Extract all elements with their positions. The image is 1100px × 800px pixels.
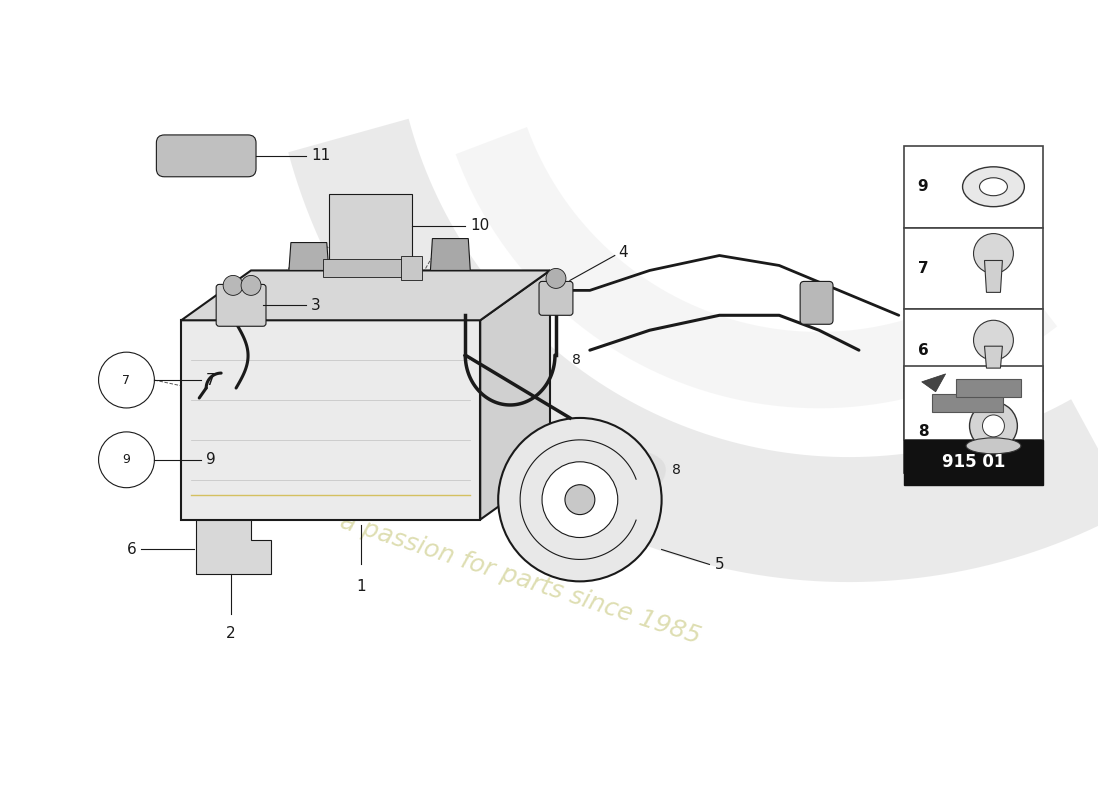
Circle shape: [969, 402, 1018, 450]
Text: 7: 7: [122, 374, 131, 386]
Circle shape: [974, 234, 1013, 274]
Text: 8: 8: [917, 424, 928, 439]
Circle shape: [974, 320, 1013, 360]
Polygon shape: [182, 320, 481, 519]
Polygon shape: [984, 346, 1002, 368]
Polygon shape: [904, 310, 1043, 391]
Text: res: res: [451, 406, 649, 553]
FancyBboxPatch shape: [400, 255, 422, 281]
FancyBboxPatch shape: [329, 194, 412, 263]
Circle shape: [99, 432, 154, 488]
Circle shape: [546, 269, 565, 288]
Text: 7: 7: [206, 373, 216, 387]
Polygon shape: [430, 238, 471, 270]
Ellipse shape: [962, 167, 1024, 206]
Text: 2: 2: [227, 626, 235, 642]
Polygon shape: [984, 261, 1002, 292]
FancyBboxPatch shape: [800, 282, 833, 324]
Polygon shape: [922, 374, 946, 392]
Polygon shape: [956, 379, 1022, 397]
Text: 4: 4: [618, 245, 627, 260]
Text: 9: 9: [206, 452, 216, 467]
Text: 8: 8: [572, 353, 581, 367]
Polygon shape: [196, 519, 271, 574]
Polygon shape: [904, 440, 1043, 485]
Text: 10: 10: [471, 218, 490, 233]
Circle shape: [498, 418, 661, 582]
Circle shape: [241, 275, 261, 295]
Circle shape: [565, 485, 595, 514]
Polygon shape: [904, 366, 1043, 440]
Text: 9: 9: [917, 179, 928, 194]
Circle shape: [99, 352, 154, 408]
FancyBboxPatch shape: [217, 285, 266, 326]
Text: eurospa: eurospa: [219, 303, 682, 537]
FancyBboxPatch shape: [539, 282, 573, 315]
Text: 7: 7: [917, 261, 928, 276]
Text: 6: 6: [126, 542, 136, 557]
FancyBboxPatch shape: [322, 259, 418, 278]
Ellipse shape: [979, 178, 1008, 196]
Text: 11: 11: [311, 148, 330, 163]
Polygon shape: [481, 270, 550, 519]
Text: 8: 8: [672, 462, 681, 477]
Text: 1: 1: [355, 579, 365, 594]
Ellipse shape: [966, 438, 1021, 454]
Polygon shape: [904, 228, 1043, 310]
Text: 6: 6: [917, 342, 928, 358]
Polygon shape: [289, 242, 329, 270]
Text: 3: 3: [311, 298, 320, 313]
Text: 5: 5: [714, 557, 724, 572]
Polygon shape: [904, 146, 1043, 228]
Text: 915 01: 915 01: [942, 453, 1005, 471]
Circle shape: [542, 462, 618, 538]
Polygon shape: [932, 394, 1003, 412]
Text: 9: 9: [122, 454, 131, 466]
Text: a passion for parts since 1985: a passion for parts since 1985: [337, 510, 703, 649]
Polygon shape: [904, 391, 1043, 473]
FancyBboxPatch shape: [156, 135, 256, 177]
Circle shape: [982, 415, 1004, 437]
Circle shape: [223, 275, 243, 295]
Polygon shape: [182, 270, 550, 320]
